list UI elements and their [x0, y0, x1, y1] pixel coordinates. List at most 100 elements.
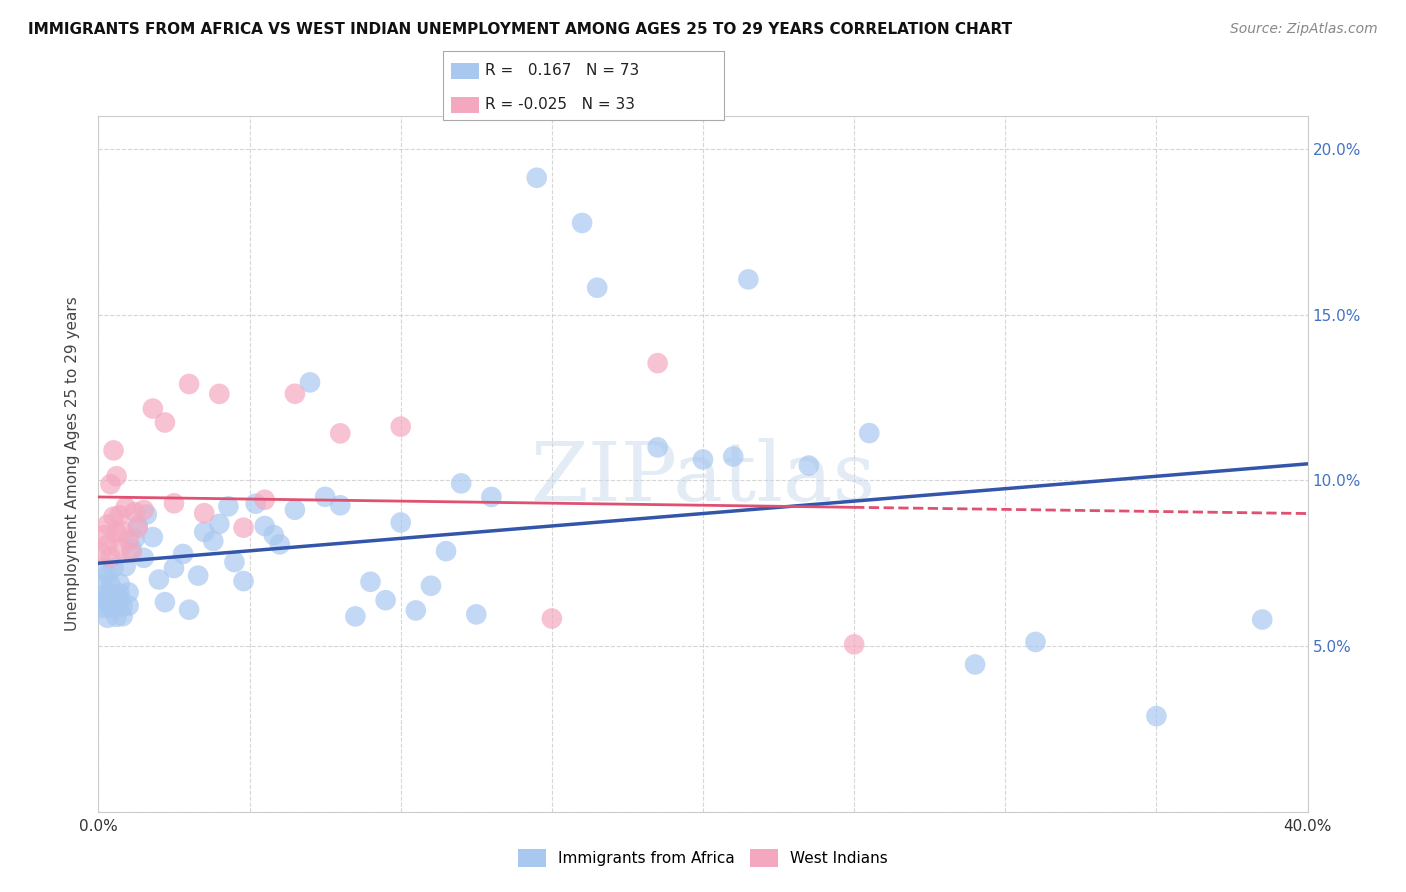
Point	[96, 594, 118, 608]
Point	[481, 490, 503, 504]
Point	[93, 601, 115, 615]
Point	[465, 607, 488, 622]
Point	[253, 492, 276, 507]
Point	[187, 568, 209, 582]
Point	[526, 170, 548, 185]
Point	[93, 561, 115, 575]
Point	[217, 500, 239, 514]
Point	[96, 611, 118, 625]
Point	[208, 387, 231, 401]
Point	[172, 547, 194, 561]
Point	[96, 537, 118, 551]
Point	[118, 585, 141, 599]
Point	[132, 550, 155, 565]
Point	[299, 376, 322, 390]
Point	[142, 401, 165, 416]
Point	[420, 579, 443, 593]
Point	[90, 595, 112, 609]
Point	[202, 534, 225, 549]
Point	[389, 419, 412, 434]
Point	[124, 505, 146, 519]
Point	[329, 426, 352, 441]
Point	[179, 376, 201, 391]
Point	[1144, 709, 1167, 723]
Point	[692, 452, 714, 467]
Point	[135, 508, 157, 522]
Point	[93, 588, 115, 602]
Point	[434, 544, 457, 558]
Point	[647, 441, 669, 455]
Point	[108, 586, 131, 600]
Point	[103, 443, 125, 458]
Point	[153, 595, 176, 609]
Point	[269, 537, 291, 551]
Point	[100, 550, 122, 565]
Point	[100, 587, 122, 601]
Point	[103, 593, 125, 607]
Point	[844, 637, 866, 651]
Point	[96, 517, 118, 532]
Point	[232, 574, 254, 588]
Text: R =   0.167   N = 73: R = 0.167 N = 73	[485, 63, 640, 78]
Point	[360, 574, 382, 589]
Point	[374, 593, 396, 607]
Point	[1251, 613, 1274, 627]
Point	[114, 500, 136, 515]
Point	[105, 610, 128, 624]
Point	[450, 476, 472, 491]
Point	[105, 599, 128, 614]
Point	[153, 416, 176, 430]
Point	[118, 533, 141, 547]
Point	[127, 518, 149, 533]
Point	[571, 216, 593, 230]
Point	[108, 541, 131, 556]
Point	[193, 506, 215, 520]
Point	[965, 657, 987, 672]
Text: Source: ZipAtlas.com: Source: ZipAtlas.com	[1230, 22, 1378, 37]
Point	[540, 611, 562, 625]
Point	[284, 502, 307, 516]
Point	[111, 599, 134, 614]
Point	[405, 603, 427, 617]
Text: ZIPatlas: ZIPatlas	[530, 438, 876, 517]
Point	[100, 577, 122, 591]
Point	[127, 521, 149, 535]
Point	[797, 458, 820, 473]
Y-axis label: Unemployment Among Ages 25 to 29 years: Unemployment Among Ages 25 to 29 years	[65, 296, 80, 632]
Point	[314, 490, 336, 504]
Point	[284, 386, 307, 401]
Point	[253, 519, 276, 533]
Point	[108, 576, 131, 591]
Point	[96, 567, 118, 582]
Point	[93, 528, 115, 542]
Point	[263, 528, 285, 542]
Point	[103, 600, 125, 615]
Point	[232, 521, 254, 535]
Point	[647, 356, 669, 370]
Point	[114, 559, 136, 574]
Point	[179, 602, 201, 616]
Point	[105, 469, 128, 483]
Point	[124, 532, 146, 546]
Point	[105, 525, 128, 540]
Text: IMMIGRANTS FROM AFRICA VS WEST INDIAN UNEMPLOYMENT AMONG AGES 25 TO 29 YEARS COR: IMMIGRANTS FROM AFRICA VS WEST INDIAN UN…	[28, 22, 1012, 37]
Point	[111, 609, 134, 624]
Point	[100, 600, 122, 615]
Point	[103, 560, 125, 574]
Point	[100, 477, 122, 491]
Point	[111, 524, 134, 539]
Point	[586, 281, 609, 295]
Text: R = -0.025   N = 33: R = -0.025 N = 33	[485, 97, 636, 112]
Point	[344, 609, 367, 624]
Point	[858, 426, 880, 441]
Point	[118, 599, 141, 613]
Point	[737, 272, 759, 286]
Point	[90, 545, 112, 559]
Point	[1024, 635, 1046, 649]
Point	[132, 503, 155, 517]
Point	[163, 496, 186, 510]
Legend: Immigrants from Africa, West Indians: Immigrants from Africa, West Indians	[519, 849, 887, 867]
Point	[224, 555, 246, 569]
Point	[103, 509, 125, 524]
Point	[208, 516, 231, 531]
